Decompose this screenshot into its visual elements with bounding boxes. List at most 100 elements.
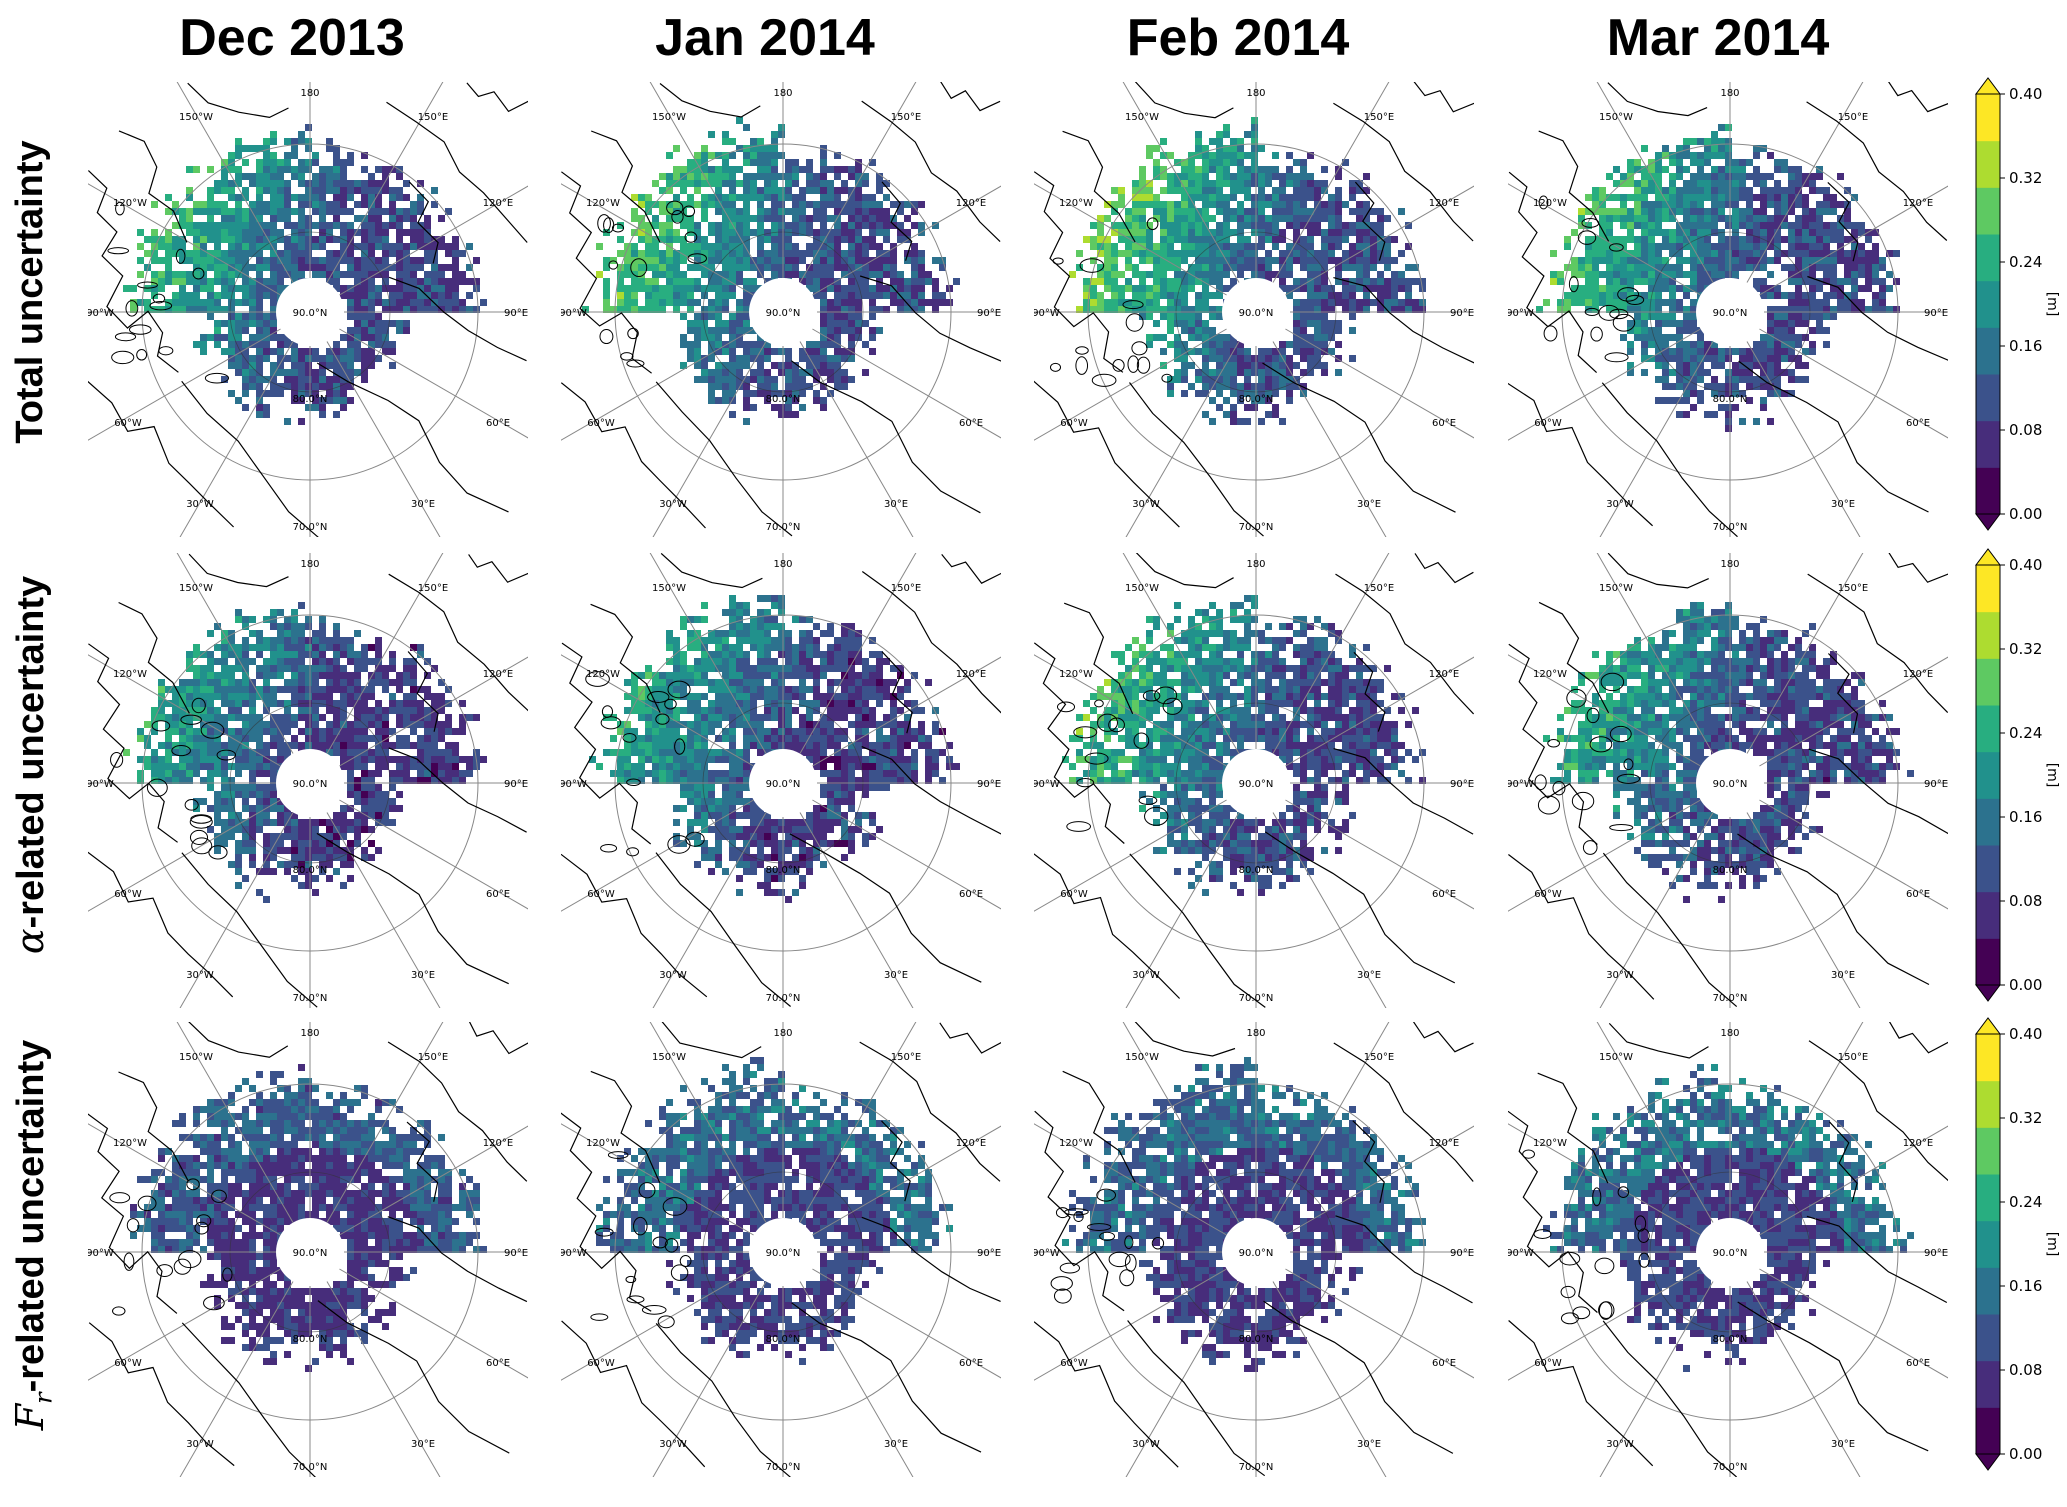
sea-ice-cell xyxy=(1802,194,1809,201)
sea-ice-cell xyxy=(424,728,431,735)
sea-ice-cell xyxy=(1781,159,1788,166)
sea-ice-cell xyxy=(834,299,841,306)
sea-ice-cell xyxy=(1606,264,1613,271)
sea-ice-cell xyxy=(1328,348,1335,355)
island-outline xyxy=(1625,294,1645,305)
sea-ice-cell xyxy=(1202,257,1209,264)
label-150w: 150°W xyxy=(652,112,686,123)
sea-ice-cell xyxy=(1620,173,1627,180)
sea-ice-cell xyxy=(701,362,708,369)
sea-ice-cell xyxy=(298,355,305,362)
sea-ice-cell xyxy=(1627,285,1634,292)
sea-ice-cell xyxy=(638,306,645,313)
sea-ice-cell xyxy=(165,728,172,735)
sea-ice-cell xyxy=(1181,369,1188,376)
sea-ice-cell xyxy=(687,341,694,348)
sea-ice-cell xyxy=(701,334,708,341)
sea-ice-cell xyxy=(1669,313,1676,320)
sea-ice-cell xyxy=(200,763,207,770)
sea-ice-cell xyxy=(666,208,673,215)
sea-ice-cell xyxy=(736,369,743,376)
sea-ice-cell xyxy=(312,397,319,404)
sea-ice-cell xyxy=(1676,208,1683,215)
sea-ice-cell xyxy=(291,145,298,152)
sea-ice-cell xyxy=(834,278,841,285)
sea-ice-cell xyxy=(214,658,221,665)
sea-ice-cell xyxy=(263,236,270,243)
sea-ice-cell xyxy=(207,166,214,173)
sea-ice-cell xyxy=(1125,236,1132,243)
sea-ice-cell xyxy=(701,285,708,292)
sea-ice-cell xyxy=(249,306,256,313)
sea-ice-cell xyxy=(596,271,603,278)
sea-ice-cell xyxy=(375,229,382,236)
sea-ice-cell xyxy=(347,651,354,658)
sea-ice-cell xyxy=(1335,208,1342,215)
sea-ice-cell xyxy=(1676,411,1683,418)
sea-ice-cell xyxy=(1286,362,1293,369)
sea-ice-cell xyxy=(312,390,319,397)
sea-ice-cell xyxy=(1195,271,1202,278)
coastline xyxy=(88,170,179,373)
sea-ice-cell xyxy=(333,721,340,728)
sea-ice-cell xyxy=(431,201,438,208)
sea-ice-cell xyxy=(1711,173,1718,180)
sea-ice-cell xyxy=(228,714,235,721)
sea-ice-cell xyxy=(1125,243,1132,250)
sea-ice-cell xyxy=(1795,306,1802,313)
sea-ice-cell xyxy=(764,187,771,194)
sea-ice-cell xyxy=(771,390,778,397)
sea-ice-cell xyxy=(1781,355,1788,362)
sea-ice-cell xyxy=(249,173,256,180)
sea-ice-cell xyxy=(228,784,235,791)
sea-ice-cell xyxy=(1216,250,1223,257)
sea-ice-cell xyxy=(333,658,340,665)
sea-ice-cell xyxy=(1662,264,1669,271)
sea-ice-cell xyxy=(298,707,305,714)
sea-ice-cell xyxy=(207,299,214,306)
sea-ice-cell xyxy=(256,292,263,299)
sea-ice-cell xyxy=(445,299,452,306)
sea-ice-cell xyxy=(1760,292,1767,299)
sea-ice-cell xyxy=(1830,271,1837,278)
sea-ice-cell xyxy=(1718,236,1725,243)
sea-ice-cell xyxy=(722,390,729,397)
sea-ice-cell xyxy=(757,334,764,341)
sea-ice-cell xyxy=(715,299,722,306)
sea-ice-cell xyxy=(1202,236,1209,243)
sea-ice-cell xyxy=(1809,341,1816,348)
sea-ice-cell xyxy=(1181,327,1188,334)
sea-ice-cell xyxy=(284,355,291,362)
sea-ice-cell xyxy=(375,665,382,672)
sea-ice-cell xyxy=(1153,320,1160,327)
coastline xyxy=(1538,130,1610,242)
sea-ice-cell xyxy=(186,700,193,707)
sea-ice-cell xyxy=(263,700,270,707)
sea-ice-cell xyxy=(396,672,403,679)
sea-ice-cell xyxy=(848,355,855,362)
sea-ice-cell xyxy=(1216,355,1223,362)
sea-ice-cell xyxy=(848,264,855,271)
sea-ice-cell xyxy=(354,292,361,299)
sea-ice-cell xyxy=(179,215,186,222)
sea-ice-cell xyxy=(1216,257,1223,264)
sea-ice-cell xyxy=(1676,285,1683,292)
sea-ice-cell xyxy=(438,243,445,250)
sea-ice-cell xyxy=(438,728,445,735)
island-outline xyxy=(1075,356,1089,375)
sea-ice-cell xyxy=(326,264,333,271)
sea-ice-cell xyxy=(1627,257,1634,264)
sea-ice-cell xyxy=(687,327,694,334)
sea-ice-cell xyxy=(1795,215,1802,222)
sea-ice-cell xyxy=(1216,159,1223,166)
sea-ice-cell xyxy=(1823,299,1830,306)
sea-ice-cell xyxy=(771,208,778,215)
sea-ice-cell xyxy=(1809,243,1816,250)
sea-ice-cell xyxy=(659,222,666,229)
sea-ice-cell xyxy=(757,257,764,264)
sea-ice-cell xyxy=(221,320,228,327)
sea-ice-cell xyxy=(137,257,144,264)
sea-ice-cell xyxy=(298,369,305,376)
sea-ice-cell xyxy=(1160,250,1167,257)
island-outline xyxy=(682,205,696,217)
